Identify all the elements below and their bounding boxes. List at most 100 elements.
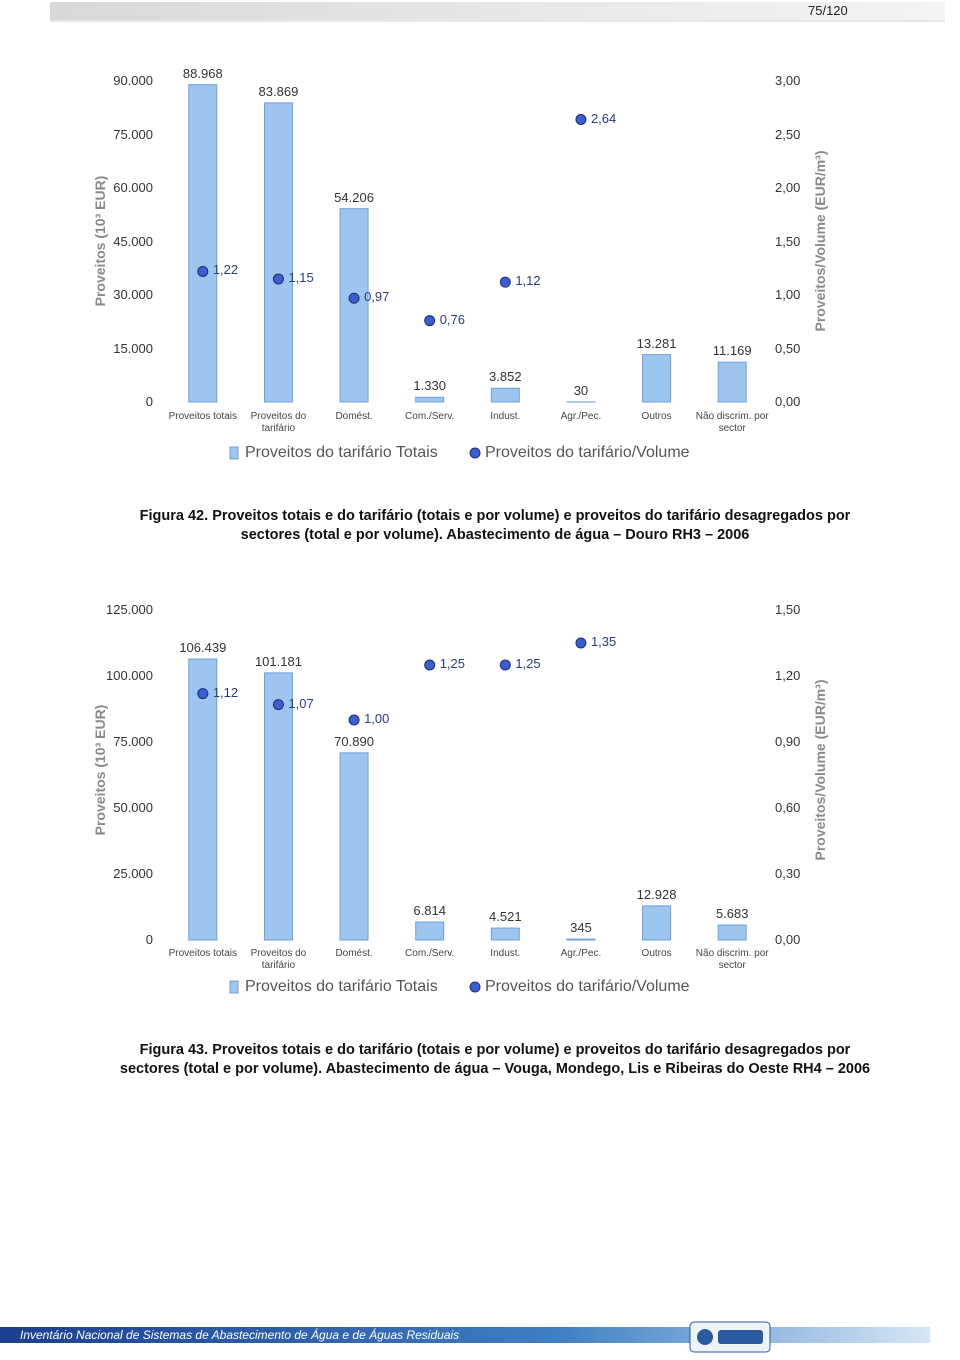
y2-tick-label: 2,00	[775, 180, 801, 195]
bar-value-label: 12.928	[636, 886, 677, 902]
y-tick-label: 75.000	[113, 126, 153, 142]
bar-value-label: 106.439	[179, 640, 227, 655]
legend-swatch	[229, 980, 239, 994]
bar	[490, 387, 520, 403]
bar	[642, 354, 672, 403]
y-tick-label: 75.000	[113, 734, 153, 749]
y-tick-label: 50.000	[113, 800, 153, 815]
bar	[717, 361, 747, 403]
caption-text: Proveitos totais e do tarifário (totais …	[119, 1042, 871, 1077]
bar	[263, 102, 293, 403]
y2-tick-label: 0,60	[775, 800, 801, 815]
marker	[499, 276, 511, 288]
bar-value-label: 30	[573, 382, 589, 398]
y-tick-label: 60.000	[113, 180, 153, 195]
legend-label: Proveitos do tarifário/Volume	[485, 978, 690, 995]
bar-value-label: 4.521	[489, 909, 522, 925]
x-tick-label: Outros	[641, 948, 672, 959]
marker-value-label: 1,35	[590, 634, 617, 649]
marker-value-label: 1,07	[288, 695, 314, 711]
y2-tick-label: 0,30	[775, 866, 801, 881]
x-tick-label: Proveitos totais	[168, 411, 237, 422]
y-tick-label: 45.000	[113, 233, 153, 249]
marker-value-label: 0,76	[439, 311, 465, 327]
marker	[197, 688, 209, 700]
marker-value-label: 1,15	[288, 269, 314, 285]
x-tick-label: Proveitos do tarifário	[250, 948, 307, 971]
marker-value-label: 1,12	[212, 684, 239, 700]
marker	[424, 315, 436, 327]
caption-label: Figura 43.	[139, 1042, 209, 1058]
bar-value-label: 11.169	[712, 343, 752, 359]
x-tick-label: Proveitos do tarifário	[250, 411, 307, 434]
y2-tick-label: 3,00	[775, 73, 801, 88]
legend-swatch	[469, 447, 481, 459]
x-tick-label: Com./Serv.	[405, 948, 455, 959]
y2-tick-label: 1,20	[775, 668, 801, 683]
y2-tick-label: 1,00	[775, 287, 801, 302]
y-tick-label: 25.000	[113, 866, 153, 881]
bar	[490, 927, 520, 941]
y-tick-label: 125.000	[106, 602, 153, 617]
bar	[339, 752, 369, 941]
y2-tick-label: 2,50	[775, 126, 801, 142]
x-tick-label: Indust.	[490, 948, 521, 959]
y2-tick-label: 1,50	[775, 602, 801, 617]
x-tick-label: Não discrim. por sector	[695, 948, 769, 971]
bar-value-label: 88.968	[182, 65, 223, 81]
y2-tick-label: 0,00	[775, 932, 801, 947]
bar-value-label: 101.181	[254, 653, 302, 669]
header-band	[50, 2, 945, 20]
y-tick-label: 0	[145, 932, 153, 947]
marker	[272, 699, 284, 711]
y-axis-title: Proveitos (10³ EUR)	[92, 704, 108, 836]
bar-value-label: 70.890	[334, 733, 374, 749]
x-tick-label: Domést.	[335, 948, 373, 959]
marker-value-label: 2,64	[590, 110, 617, 126]
caption: Figura 42. Proveitos totais e do tarifár…	[110, 507, 880, 545]
marker-value-label: 0,97	[364, 289, 390, 305]
x-tick-label: Não discrim. por sector	[695, 411, 769, 434]
x-tick-label: Outros	[641, 411, 672, 422]
y2-tick-label: 0,00	[775, 394, 801, 409]
y-tick-label: 0	[145, 394, 153, 409]
bar	[717, 924, 747, 941]
x-tick-label: Proveitos totais	[168, 948, 237, 959]
bar-value-label: 6.814	[413, 903, 446, 918]
bar-value-label: 54.206	[334, 189, 374, 205]
x-tick-label: Agr./Pec.	[560, 948, 602, 959]
legend-swatch	[229, 446, 239, 460]
marker	[575, 114, 587, 126]
bar-value-label: 3.852	[489, 369, 522, 385]
page-number: 75/120	[808, 3, 848, 18]
caption-label: Figura 42.	[139, 508, 209, 524]
header-rule	[50, 20, 945, 22]
marker-value-label: 1,22	[212, 262, 239, 278]
x-tick-label: Domést.	[335, 411, 373, 422]
y-tick-label: 15.000	[113, 340, 153, 356]
marker	[348, 714, 360, 726]
marker	[197, 265, 209, 277]
legend-label: Proveitos do tarifário Totais	[245, 978, 438, 995]
y2-axis-title: Proveitos/Volume (EUR/m³)	[812, 150, 828, 332]
bar-value-label: 1.330	[413, 378, 446, 394]
y-tick-label: 90.000	[113, 73, 153, 88]
bar	[415, 921, 445, 941]
marker	[272, 273, 284, 285]
y-tick-label: 30.000	[113, 287, 153, 302]
bar-value-label: 83.869	[258, 83, 299, 99]
marker	[424, 659, 436, 671]
bar-value-label: 5.683	[715, 905, 749, 921]
marker-value-label: 1,25	[515, 656, 541, 671]
y-tick-label: 100.000	[106, 668, 153, 683]
marker	[348, 292, 360, 304]
bar-value-label: 345	[570, 920, 592, 936]
legend-label: Proveitos do tarifário/Volume	[485, 444, 690, 461]
bar	[566, 938, 596, 941]
footer-text: Inventário Nacional de Sistemas de Abast…	[20, 1328, 460, 1342]
caption: Figura 43. Proveitos totais e do tarifár…	[110, 1041, 880, 1079]
x-tick-label: Com./Serv.	[405, 411, 455, 422]
marker	[499, 659, 511, 671]
y2-axis-title: Proveitos/Volume (EUR/m³)	[812, 679, 828, 861]
